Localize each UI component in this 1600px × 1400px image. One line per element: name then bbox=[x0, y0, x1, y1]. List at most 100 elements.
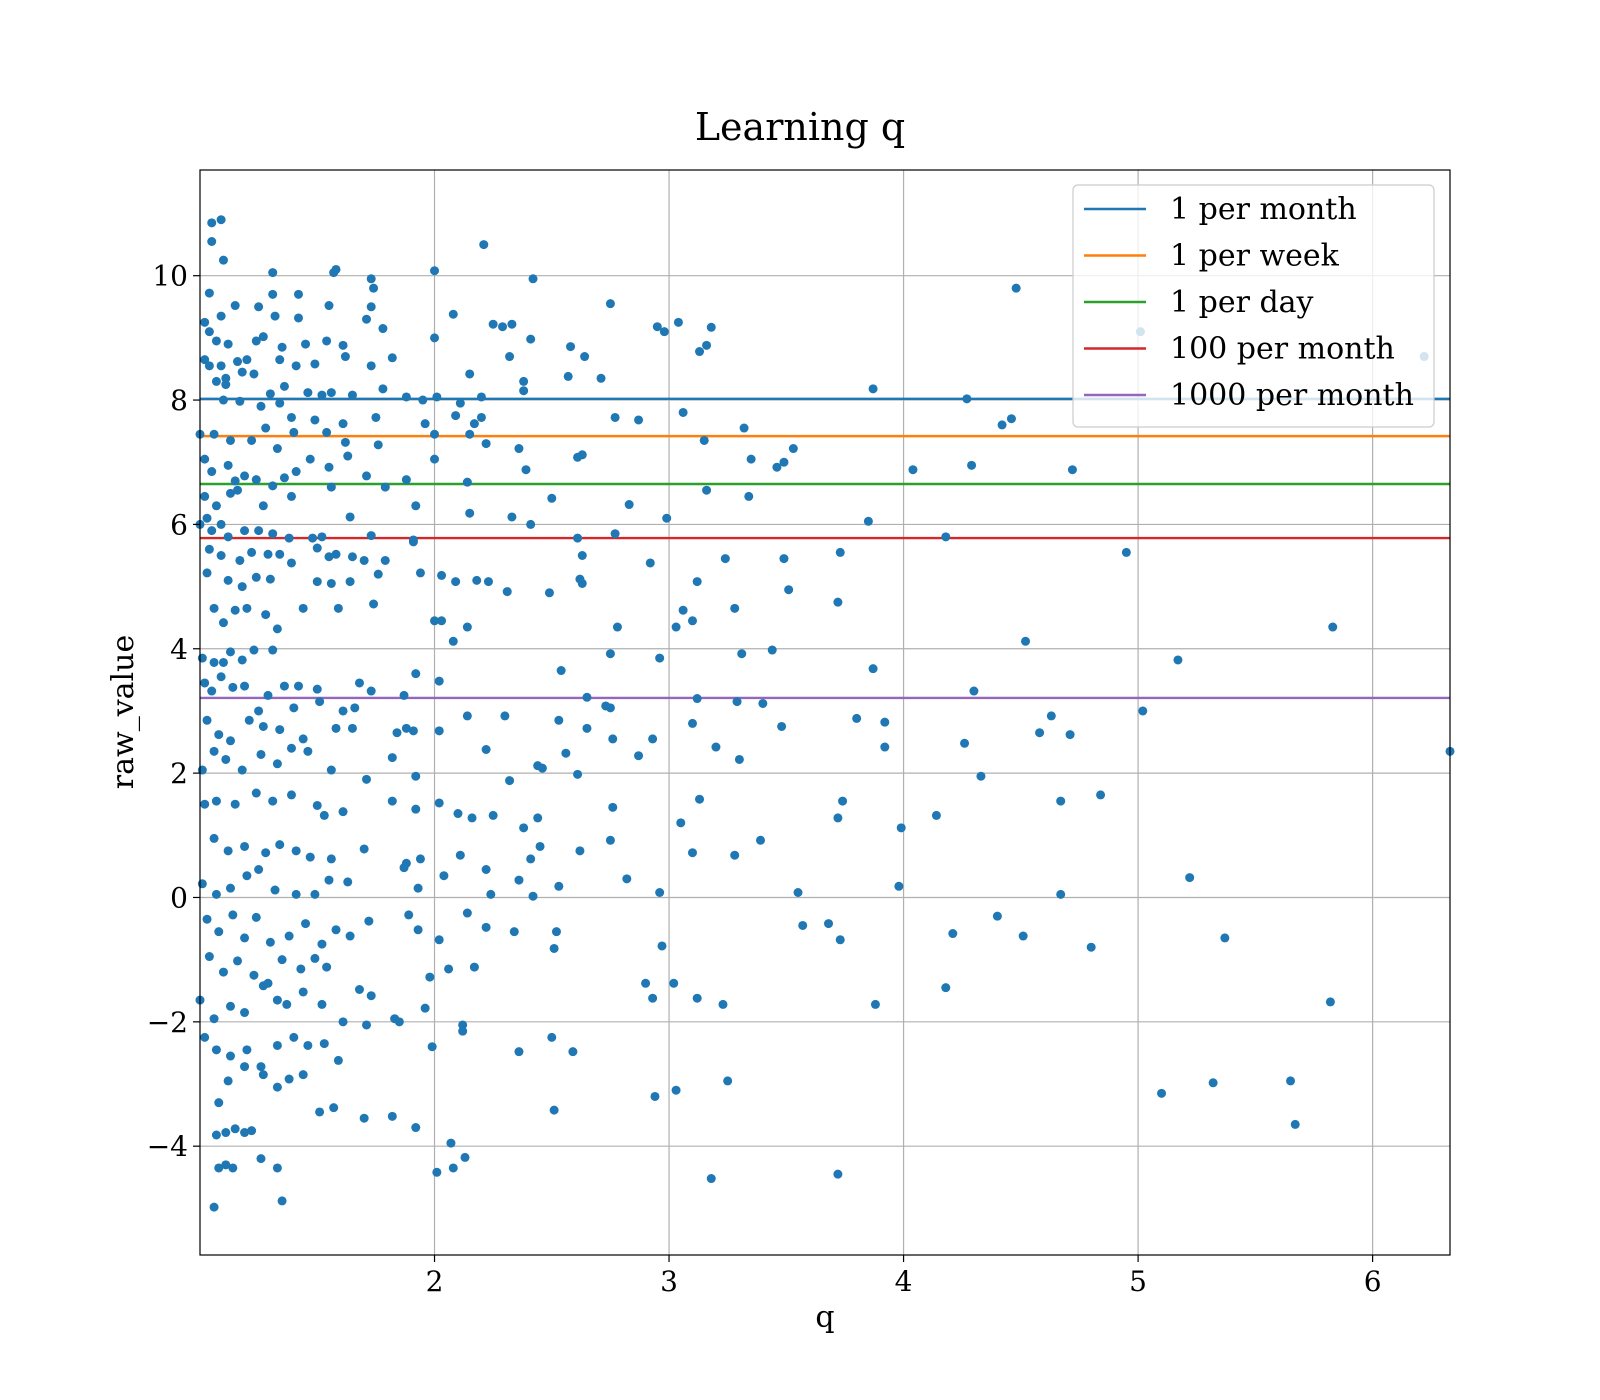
scatter-point bbox=[868, 384, 878, 394]
scatter-point bbox=[695, 347, 705, 357]
scatter-point bbox=[235, 396, 245, 406]
scatter-point bbox=[739, 423, 749, 433]
scatter-point bbox=[310, 415, 320, 425]
scatter-point bbox=[779, 554, 789, 564]
scatter-point bbox=[692, 993, 702, 1003]
scatter-point bbox=[282, 999, 292, 1009]
scatter-point bbox=[692, 577, 702, 587]
scatter-point bbox=[223, 339, 233, 349]
scatter-point bbox=[779, 457, 789, 467]
legend-label: 1 per week bbox=[1170, 239, 1340, 274]
scatter-point bbox=[209, 746, 219, 756]
scatter-point bbox=[223, 846, 233, 856]
scatter-point bbox=[655, 653, 665, 663]
scatter-point bbox=[1157, 1088, 1167, 1098]
scatter-point bbox=[687, 718, 697, 728]
scatter-point bbox=[354, 985, 364, 995]
scatter-point bbox=[425, 972, 435, 982]
scatter-point bbox=[240, 1128, 250, 1138]
scatter-point bbox=[319, 810, 329, 820]
scatter-point bbox=[268, 289, 278, 299]
scatter-point bbox=[209, 1202, 219, 1212]
scatter-point bbox=[331, 925, 341, 935]
scatter-point bbox=[671, 622, 681, 632]
scatter-point bbox=[338, 1017, 348, 1027]
scatter-point bbox=[528, 891, 538, 901]
scatter-point bbox=[380, 555, 390, 565]
scatter-point bbox=[354, 678, 364, 688]
scatter-point bbox=[479, 240, 489, 250]
scatter-point bbox=[1138, 706, 1148, 716]
scatter-point bbox=[268, 481, 278, 491]
scatter-point bbox=[430, 266, 440, 276]
legend-label: 1000 per month bbox=[1170, 378, 1414, 413]
scatter-point bbox=[894, 881, 904, 891]
scatter-point bbox=[434, 935, 444, 945]
scatter-point bbox=[265, 389, 275, 399]
scatter-point bbox=[202, 914, 212, 924]
scatter-point bbox=[671, 1085, 681, 1095]
scatter-point bbox=[880, 742, 890, 752]
scatter-point bbox=[268, 529, 278, 539]
scatter-point bbox=[387, 753, 397, 763]
scatter-point bbox=[230, 301, 240, 311]
scatter-point bbox=[547, 1032, 557, 1042]
scatter-point bbox=[706, 322, 716, 332]
scatter-point bbox=[659, 327, 669, 337]
scatter-point bbox=[225, 1051, 235, 1061]
x-axis-title: q bbox=[815, 1300, 834, 1335]
scatter-point bbox=[333, 603, 343, 613]
scatter-point bbox=[291, 361, 301, 371]
scatter-point bbox=[746, 454, 756, 464]
scatter-point bbox=[465, 369, 475, 379]
scatter-point bbox=[270, 885, 280, 895]
legend-label: 100 per month bbox=[1170, 332, 1395, 367]
scatter-point bbox=[908, 465, 918, 475]
scatter-point bbox=[268, 268, 278, 278]
scatter-point bbox=[507, 512, 517, 522]
scatter-point bbox=[1328, 622, 1338, 632]
scatter-point bbox=[469, 962, 479, 972]
scatter-point bbox=[249, 645, 259, 655]
scatter-point bbox=[350, 703, 360, 713]
scatter-point bbox=[401, 475, 411, 485]
scatter-point bbox=[277, 1196, 287, 1206]
scatter-point bbox=[223, 460, 233, 470]
scatter-point bbox=[347, 723, 357, 733]
scatter-point bbox=[430, 429, 440, 439]
scatter-point bbox=[519, 823, 529, 833]
scatter-point bbox=[519, 376, 529, 386]
scatter-point bbox=[448, 309, 458, 319]
scatter-point bbox=[275, 840, 285, 850]
scatter-point bbox=[1121, 547, 1131, 557]
scatter-point bbox=[228, 682, 238, 692]
scatter-point bbox=[744, 491, 754, 501]
scatter-point bbox=[343, 877, 353, 887]
scatter-point bbox=[687, 848, 697, 858]
scatter-point bbox=[411, 771, 421, 781]
scatter-point bbox=[291, 889, 301, 899]
scatter-point bbox=[251, 788, 261, 798]
scatter-point bbox=[256, 1062, 266, 1072]
x-tick-label: 3 bbox=[660, 1265, 678, 1298]
scatter-point bbox=[249, 970, 259, 980]
scatter-point bbox=[204, 544, 214, 554]
scatter-point bbox=[223, 575, 233, 585]
scatter-point bbox=[366, 302, 376, 312]
scatter-point bbox=[366, 686, 376, 696]
scatter-point bbox=[758, 698, 768, 708]
scatter-point bbox=[730, 850, 740, 860]
scatter-point bbox=[272, 444, 282, 454]
scatter-point bbox=[366, 531, 376, 541]
scatter-point bbox=[481, 744, 491, 754]
x-tick-label: 2 bbox=[426, 1265, 444, 1298]
scatter-point bbox=[580, 352, 590, 362]
scatter-point bbox=[324, 552, 334, 562]
scatter-point bbox=[359, 555, 369, 565]
scatter-point bbox=[500, 711, 510, 721]
scatter-point bbox=[547, 493, 557, 503]
scatter-point bbox=[835, 935, 845, 945]
scatter-point bbox=[535, 841, 545, 851]
scatter-point bbox=[718, 999, 728, 1009]
scatter-point bbox=[322, 427, 332, 437]
